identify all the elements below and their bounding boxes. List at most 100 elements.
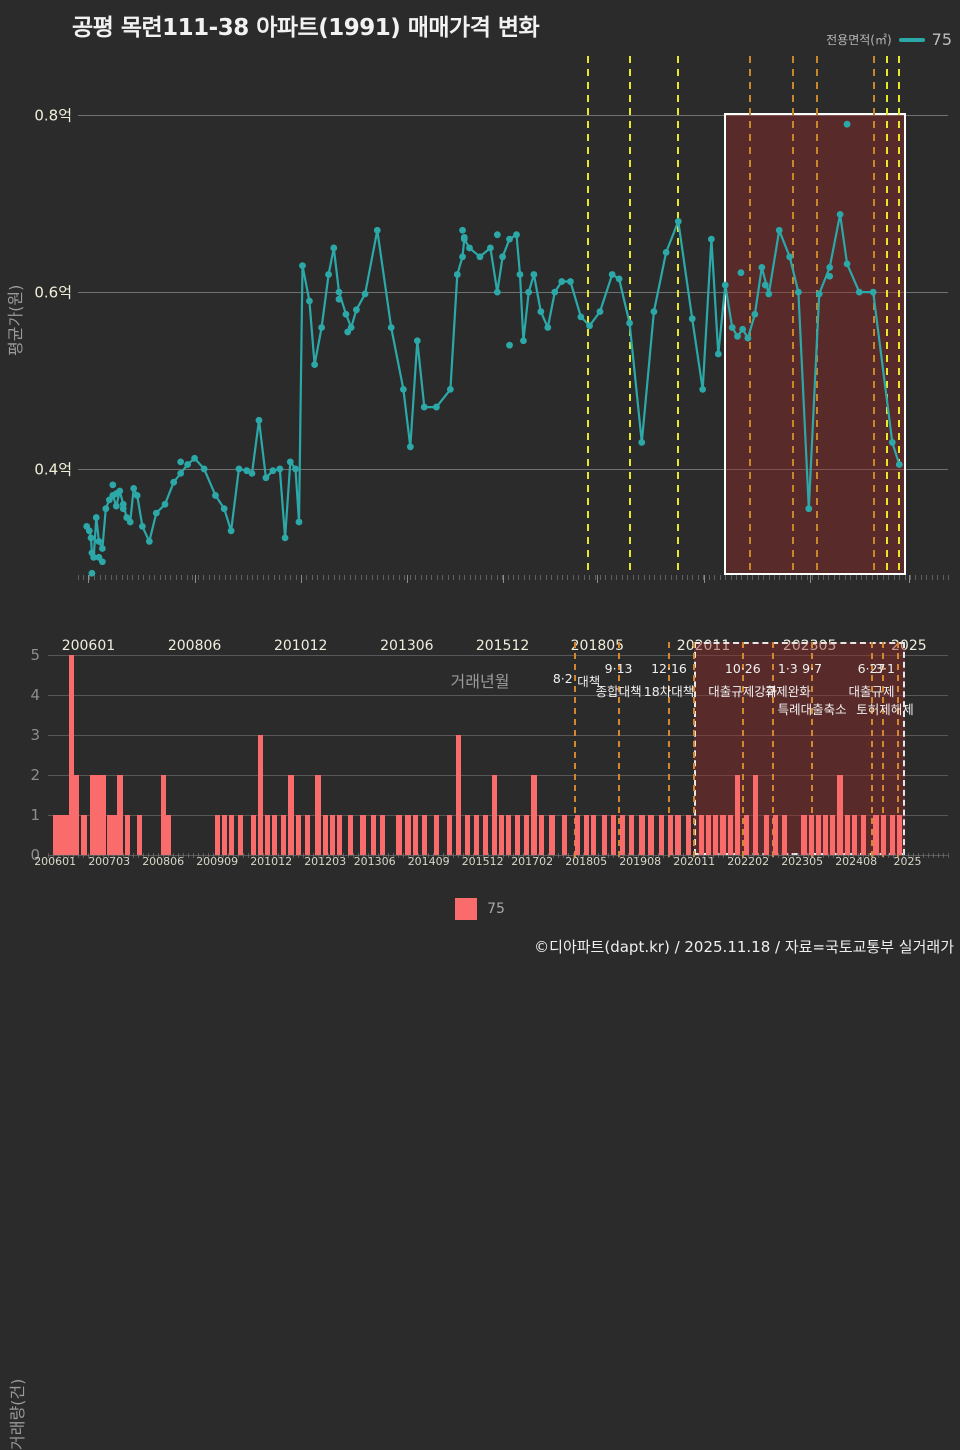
tick-mark (348, 853, 349, 858)
gridline (48, 775, 948, 776)
volume-bar (772, 815, 778, 855)
volume-y-tick-label: 3 (30, 726, 40, 744)
tick-mark (931, 575, 933, 580)
tick-mark (613, 853, 614, 858)
volume-x-tick-label: 200703 (88, 855, 131, 868)
gridline (48, 695, 948, 696)
tick-mark (218, 853, 219, 858)
tick-mark (558, 853, 559, 858)
volume-bar (295, 815, 301, 855)
event-line (586, 56, 589, 575)
tick-mark (428, 853, 429, 858)
tick-mark (753, 853, 754, 858)
tick-mark (268, 853, 269, 858)
tick-mark (133, 853, 134, 858)
volume-bar (619, 815, 625, 855)
volume-bar (257, 735, 263, 855)
tick-mark (88, 853, 89, 858)
tick-mark (603, 853, 604, 858)
tick-mark (610, 575, 612, 580)
tick-mark (311, 575, 313, 580)
tick-mark (273, 575, 275, 580)
tick-mark (948, 575, 949, 580)
tick-mark (871, 575, 873, 580)
tick-mark (198, 853, 199, 858)
volume-bar (380, 815, 386, 855)
policy-date-label: 1·3 (777, 661, 798, 676)
tick-mark (523, 853, 524, 858)
tick-mark (420, 575, 422, 580)
tick-mark (181, 575, 183, 580)
tick-mark (355, 575, 357, 580)
tick-mark (608, 853, 609, 858)
volume-bar (281, 815, 287, 855)
tick-mark (676, 575, 678, 580)
tick-mark (673, 853, 674, 858)
tick-mark (313, 853, 314, 858)
tick-mark (928, 853, 929, 858)
tick-mark (436, 575, 438, 580)
volume-bar (405, 815, 411, 855)
price-x-axis-label: 거래년월 (450, 672, 510, 691)
tick-mark (121, 575, 123, 580)
volume-bar (95, 775, 101, 855)
tick-mark (175, 575, 177, 580)
tick-mark (888, 575, 890, 580)
tick-mark (670, 575, 672, 580)
policy-date-label: 12·16 (651, 661, 687, 676)
tick-mark (358, 853, 359, 858)
tick-mark (148, 853, 149, 858)
tick-mark (363, 853, 364, 858)
gridline (48, 655, 948, 656)
page-title: 공평 목련111-38 아파트(1991) 매매가격 변화 (72, 15, 540, 41)
volume-bar (763, 815, 769, 855)
tick-mark (593, 853, 594, 858)
event-line (772, 642, 775, 860)
tick-mark (93, 853, 94, 858)
tick-mark (813, 853, 814, 858)
tick-mark (246, 575, 248, 580)
tick-mark (563, 853, 564, 858)
volume-bar (491, 775, 497, 855)
volume-x-tick-label: 200909 (196, 855, 239, 868)
tick-mark (578, 853, 579, 858)
tick-mark (627, 575, 629, 580)
tick-mark (568, 853, 569, 858)
volume-bar (473, 815, 479, 855)
volume-bar (221, 815, 227, 855)
tick-mark (300, 575, 302, 580)
tick-mark (833, 853, 834, 858)
tick-mark (349, 575, 351, 580)
tick-mark (597, 575, 599, 583)
volume-bar (421, 815, 427, 855)
tick-mark (158, 853, 159, 858)
tick-mark (108, 853, 109, 858)
tick-mark (943, 853, 944, 858)
tick-mark (773, 853, 774, 858)
price-x-tick-label: 201805 (570, 638, 625, 654)
tick-mark (383, 853, 384, 858)
volume-bar (117, 775, 123, 855)
volume-bar (659, 815, 665, 855)
price-y-tick-label: 0.4억 (34, 460, 72, 479)
volume-bar (315, 775, 321, 855)
tick-mark (105, 575, 107, 580)
tick-mark (918, 853, 919, 858)
tick-mark (213, 575, 215, 580)
volume-bar (639, 815, 645, 855)
tick-mark (496, 575, 498, 580)
tick-mark (523, 575, 525, 580)
tick-mark (423, 853, 424, 858)
tick-mark (738, 853, 739, 858)
tick-mark (858, 853, 859, 858)
tick-mark (192, 575, 194, 580)
price-chart: 평균가(원) 0.4억 0.6억 0.8억 200601 200806 201012 20… (0, 56, 960, 691)
tick-mark (165, 575, 166, 580)
tick-mark (268, 575, 270, 580)
tick-mark (448, 853, 449, 858)
tick-mark (98, 853, 99, 858)
tick-mark (812, 575, 814, 580)
volume-bar (668, 815, 674, 855)
tick-mark (788, 853, 789, 858)
policy-text-label: 대출규제 (848, 684, 895, 699)
